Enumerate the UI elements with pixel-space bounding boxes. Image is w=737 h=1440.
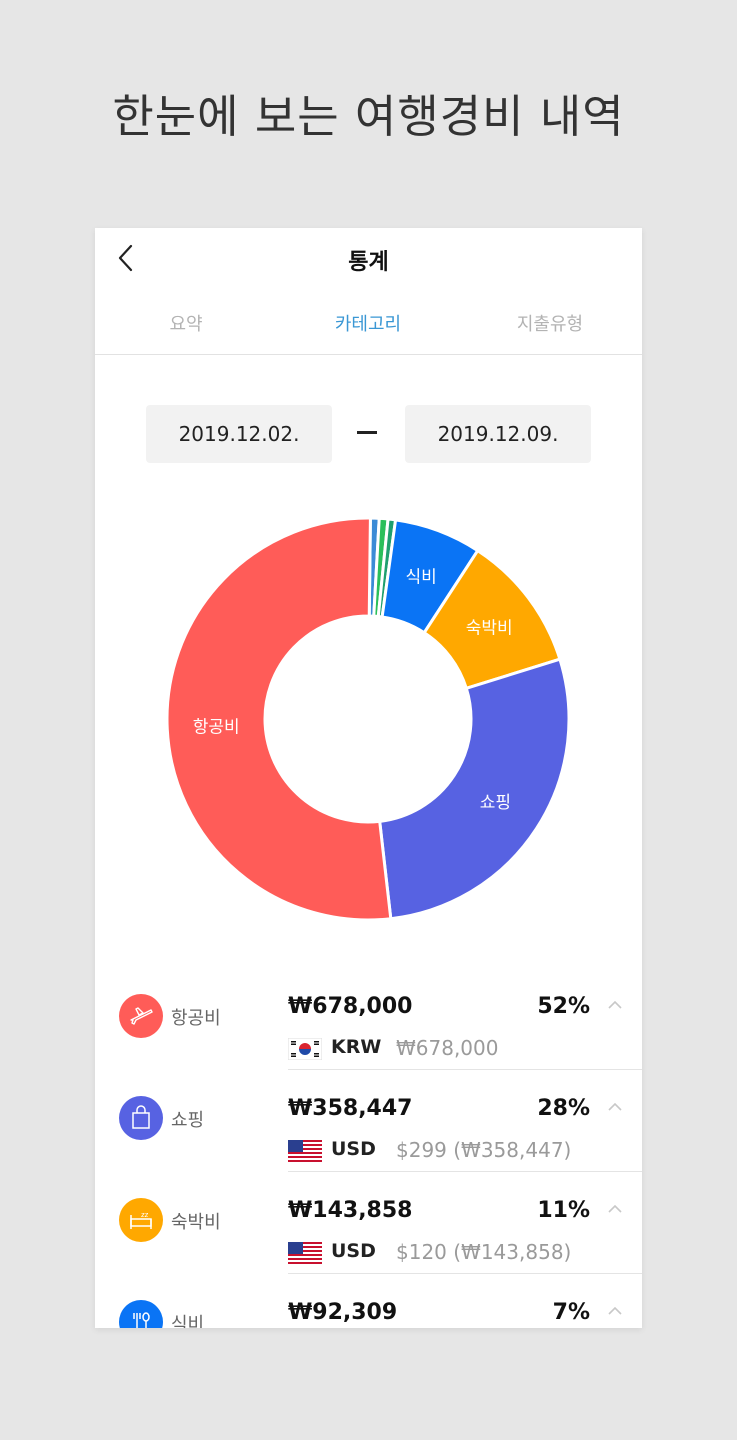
bed-icon: zz bbox=[119, 1198, 163, 1242]
slice-airfare-label: 항공비 bbox=[193, 718, 240, 738]
chevron-up-icon[interactable] bbox=[606, 1304, 624, 1318]
list-item-airfare[interactable]: 항공비 ₩678,000 52% KRW ₩678,000 bbox=[95, 968, 642, 1070]
row-divider bbox=[288, 1069, 642, 1070]
end-date-button[interactable]: 2019.12.09. bbox=[405, 405, 591, 463]
promo-headline: 한눈에 보는 여행경비 내역 bbox=[112, 90, 625, 143]
back-button[interactable] bbox=[113, 242, 143, 274]
category-amount: ₩143,858 bbox=[288, 1198, 413, 1223]
category-percent: 52% bbox=[537, 994, 590, 1019]
tab-summary[interactable]: 요약 bbox=[169, 314, 203, 335]
category-name: 항공비 bbox=[171, 1008, 221, 1029]
chevron-left-icon bbox=[118, 244, 133, 272]
list-item-food[interactable]: 식비 ₩92,309 7% bbox=[95, 1274, 642, 1328]
korea-flag-icon bbox=[288, 1038, 322, 1060]
fork-spoon-icon bbox=[119, 1300, 163, 1328]
row-divider bbox=[288, 1273, 642, 1274]
category-name: 식비 bbox=[171, 1314, 205, 1328]
chevron-up-icon[interactable] bbox=[606, 998, 624, 1012]
shopping-bag-icon bbox=[119, 1096, 163, 1140]
row-divider bbox=[288, 1171, 642, 1172]
currency-code: KRW bbox=[331, 1036, 382, 1058]
list-item-shopping[interactable]: 쇼핑 ₩358,447 28% USD $299 (₩358,447) bbox=[95, 1070, 642, 1172]
usa-flag-icon bbox=[288, 1242, 322, 1264]
currency-code: USD bbox=[331, 1240, 376, 1262]
original-amount: $120 (₩143,858) bbox=[396, 1240, 572, 1264]
category-percent: 7% bbox=[552, 1300, 590, 1325]
tab-bar: 요약 카테고리 지출유형 bbox=[95, 288, 642, 355]
category-amount: ₩678,000 bbox=[288, 994, 413, 1019]
page-title: 통계 bbox=[348, 250, 389, 275]
slice-airfare[interactable] bbox=[165, 516, 393, 922]
tab-expense-type[interactable]: 지출유형 bbox=[516, 314, 584, 335]
category-percent: 28% bbox=[537, 1096, 590, 1121]
original-amount: ₩678,000 bbox=[396, 1036, 499, 1060]
original-amount: $299 (₩358,447) bbox=[396, 1138, 572, 1162]
usa-flag-icon bbox=[288, 1140, 322, 1162]
date-separator bbox=[357, 431, 377, 434]
slice-food-label: 식비 bbox=[406, 568, 437, 588]
category-amount: ₩358,447 bbox=[288, 1096, 413, 1121]
start-date-button[interactable]: 2019.12.02. bbox=[146, 405, 332, 463]
category-percent: 11% bbox=[537, 1198, 590, 1223]
chevron-up-icon[interactable] bbox=[606, 1100, 624, 1114]
airplane-icon bbox=[119, 994, 163, 1038]
tab-category[interactable]: 카테고리 bbox=[334, 314, 402, 335]
currency-code: USD bbox=[331, 1138, 376, 1160]
date-range: 2019.12.02. 2019.12.09. bbox=[95, 355, 642, 515]
navigation-bar: 통계 bbox=[95, 228, 642, 288]
category-name: 쇼핑 bbox=[171, 1110, 205, 1131]
slice-shopping[interactable] bbox=[378, 657, 571, 921]
slice-shopping-label: 쇼핑 bbox=[480, 793, 511, 813]
chevron-up-icon[interactable] bbox=[606, 1202, 624, 1216]
category-name: 숙박비 bbox=[171, 1212, 221, 1233]
app-screen: 통계 요약 카테고리 지출유형 2019.12.02. 2019.12.09. … bbox=[95, 228, 642, 1328]
slice-lodging-label: 숙박비 bbox=[466, 618, 513, 638]
category-list: 항공비 ₩678,000 52% KRW ₩678,000 bbox=[95, 968, 642, 1328]
list-item-lodging[interactable]: zz 숙박비 ₩143,858 11% USD $120 (₩143,858) bbox=[95, 1172, 642, 1274]
svg-text:zz: zz bbox=[141, 1211, 149, 1219]
category-amount: ₩92,309 bbox=[288, 1300, 398, 1325]
